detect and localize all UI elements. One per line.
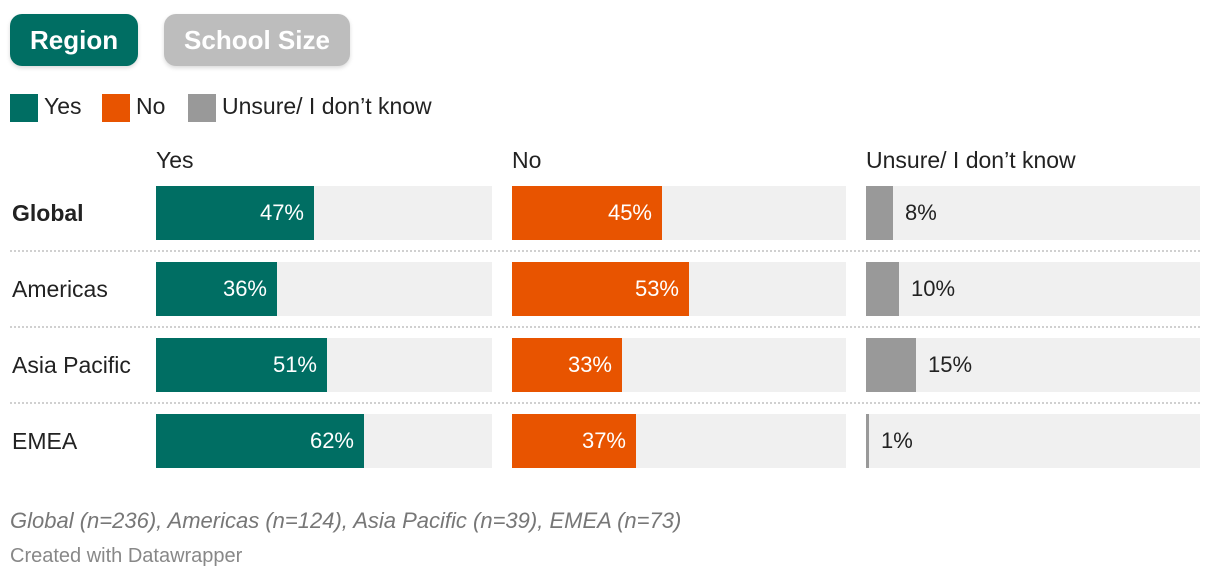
bar-label-unsure-americas: 10% — [911, 276, 956, 301]
bar-yes-americas — [156, 262, 277, 316]
bar-no-emea — [512, 414, 636, 468]
row-label-asia-pacific: Asia Pacific — [12, 352, 131, 378]
bar-track-yes-global: 47% — [156, 186, 492, 240]
bar-no-asia-pacific — [512, 338, 622, 392]
bar-track-unsure-emea: 1% — [866, 414, 1200, 468]
bar-track-unsure-global: 8% — [866, 186, 1200, 240]
legend-label-no: No — [136, 93, 166, 119]
bar-track-yes-emea: 62% — [156, 414, 492, 468]
bar-track-yes-asia-pacific: 51% — [156, 338, 492, 392]
row-label-emea: EMEA — [12, 428, 78, 454]
chart-credit: Created with Datawrapper — [10, 545, 243, 567]
row-label-global: Global — [12, 200, 84, 226]
bar-label-yes-americas: 36% — [222, 276, 267, 301]
legend-swatch-unsure — [188, 94, 216, 122]
bar-label-yes-global: 47% — [259, 200, 304, 225]
tab-school-size[interactable]: School Size — [164, 14, 350, 66]
tab-region[interactable]: Region — [10, 14, 138, 66]
bar-yes-global — [156, 186, 314, 240]
bar-unsure-global — [866, 186, 893, 240]
legend-label-yes: Yes — [44, 93, 82, 119]
bar-no-americas — [512, 262, 689, 316]
bar-label-unsure-asia-pacific: 15% — [928, 352, 973, 377]
bar-track-no-americas: 53% — [512, 262, 846, 316]
bar-unsure-asia-pacific — [866, 338, 916, 392]
bar-label-unsure-emea: 1% — [881, 428, 913, 453]
bar-label-unsure-global: 8% — [905, 200, 937, 225]
bar-unsure-americas — [866, 262, 899, 316]
bar-label-no-emea: 37% — [581, 428, 626, 453]
bar-track-unsure-americas: 10% — [866, 262, 1200, 316]
chart-notes: Global (n=236), Americas (n=124), Asia P… — [10, 508, 682, 533]
row-separator — [10, 402, 1200, 404]
legend-swatch-yes — [10, 94, 38, 122]
row-separator — [10, 250, 1200, 252]
bar-track-no-global: 45% — [512, 186, 846, 240]
bar-track-no-emea: 37% — [512, 414, 846, 468]
bar-yes-asia-pacific — [156, 338, 327, 392]
bar-track-yes-americas: 36% — [156, 262, 492, 316]
bar-no-global — [512, 186, 662, 240]
bar-yes-emea — [156, 414, 364, 468]
column-header-no: No — [512, 147, 542, 173]
bar-label-no-global: 45% — [607, 200, 652, 225]
column-header-unsure: Unsure/ I don’t know — [866, 147, 1076, 173]
legend-swatch-no — [102, 94, 130, 122]
bar-unsure-emea — [866, 414, 869, 468]
bar-label-no-americas: 53% — [634, 276, 679, 301]
bar-track-unsure-asia-pacific: 15% — [866, 338, 1200, 392]
bar-track-no-asia-pacific: 33% — [512, 338, 846, 392]
bar-label-no-asia-pacific: 33% — [567, 352, 612, 377]
column-header-yes: Yes — [156, 147, 194, 173]
bar-label-yes-asia-pacific: 51% — [272, 352, 317, 377]
bar-label-yes-emea: 62% — [309, 428, 354, 453]
legend-label-unsure: Unsure/ I don’t know — [222, 93, 432, 119]
row-separator — [10, 326, 1200, 328]
row-label-americas: Americas — [12, 276, 108, 302]
